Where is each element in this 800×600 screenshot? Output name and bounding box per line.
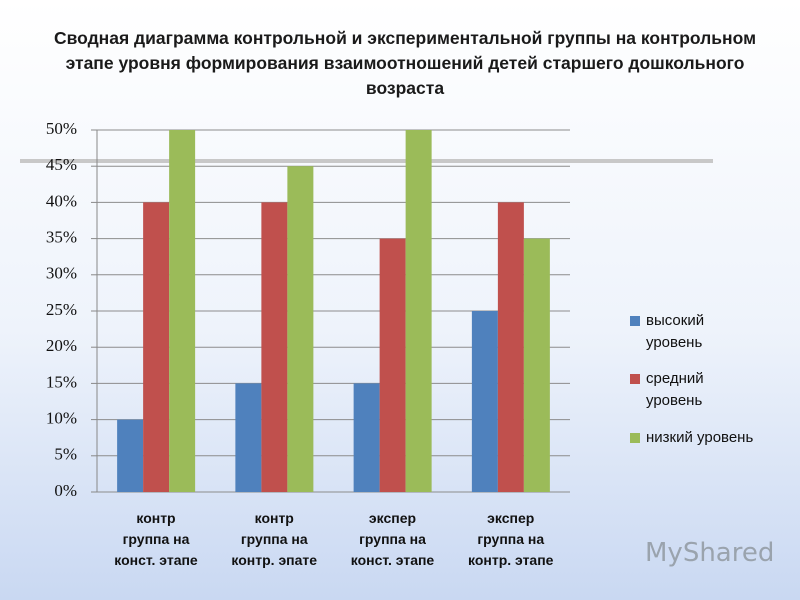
bar [287,166,314,492]
bar [379,238,406,492]
x-tick-label: контр группа на конст. этапе [114,510,198,568]
x-tick-label: экспер группа на конст. этапе [350,510,435,568]
bar [523,238,550,492]
bar [143,202,170,492]
y-tick-label: 10% [46,409,77,428]
bar [497,202,524,492]
legend-swatch [630,316,640,326]
y-tick-label: 30% [46,264,77,283]
x-tick-label: контр группа на контр. эпате [231,510,318,568]
bar [235,383,262,492]
bar [117,419,144,492]
watermark: MyShared [645,538,775,568]
legend-swatch [630,433,640,443]
y-tick-label: 35% [46,228,77,247]
y-tick-label: 20% [46,336,77,355]
legend-swatch [630,374,640,384]
x-tick-label: экспер группа на контр. этапе [468,510,554,568]
y-tick-label: 15% [46,372,77,391]
y-tick-label: 50% [46,119,77,138]
bar [405,130,432,492]
bar [471,311,498,492]
y-tick-label: 0% [54,481,77,500]
bar [261,202,288,492]
y-tick-label: 40% [46,191,77,210]
bar [169,130,196,492]
y-tick-label: 5% [54,445,77,464]
y-tick-label: 25% [46,300,77,319]
y-tick-label: 45% [46,155,77,174]
chart-title: Сводная диаграмма контрольной и эксперим… [53,28,757,98]
legend-label: высокий уровень [646,312,705,351]
legend-label: низкий уровень [646,429,754,446]
legend-label: средний уровень [646,370,704,409]
bar [353,383,380,492]
